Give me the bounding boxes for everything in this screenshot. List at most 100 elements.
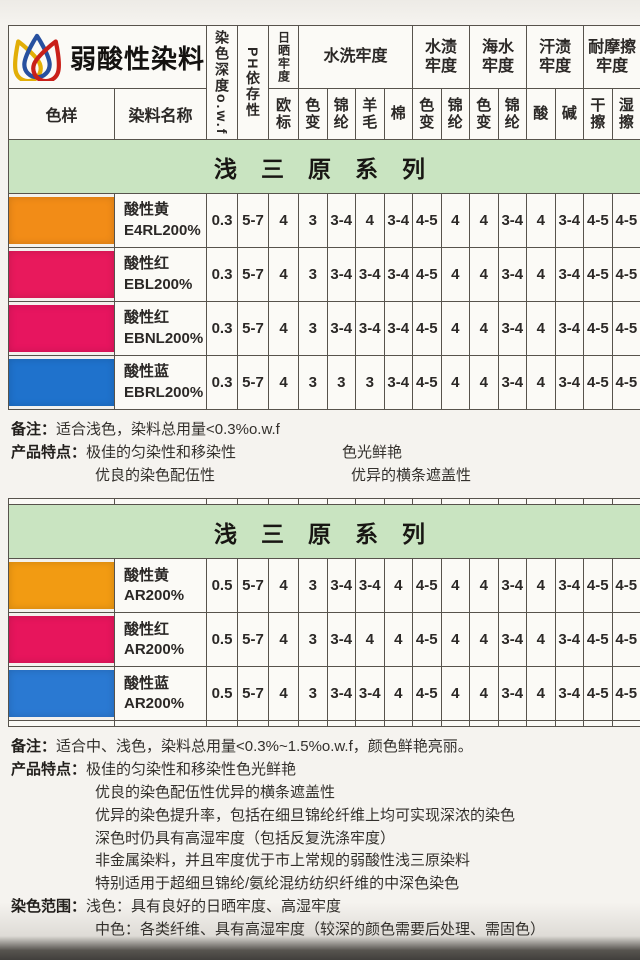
value-cell: 0.3 xyxy=(206,355,239,410)
value-cell: 4-5 xyxy=(583,612,613,668)
value-cell: 4-5 xyxy=(583,558,613,614)
dye-name-cell: 酸性蓝 AR200% xyxy=(114,666,207,722)
brand-title: 弱酸性染料 xyxy=(70,43,206,74)
value-cell: 5-7 xyxy=(237,247,270,302)
value-cell: 3-4 xyxy=(554,355,585,410)
value-cell: 5-7 xyxy=(237,612,269,668)
dye-row-ar-red: 酸性红 AR200% 0.5 5-7 4 3 3-4 4 4 4-5 4 4 3… xyxy=(8,612,640,668)
feature-item: 非金属染料，并且牢度优于市上常规的弱酸性浅三原染料 xyxy=(95,852,471,870)
value-cell: 3 xyxy=(298,612,328,668)
col-header-wash-cotton: 棉 xyxy=(383,88,414,140)
value-cell: 4 xyxy=(526,247,556,302)
value-cell: 4 xyxy=(268,558,299,614)
value-cell: 3-4 xyxy=(497,612,527,668)
color-swatch-cell xyxy=(8,301,115,356)
color-swatch-cell xyxy=(8,355,115,410)
brand-logo: 弱酸性染料 xyxy=(9,33,206,81)
value-cell: 4 xyxy=(383,666,413,722)
col-header-rub-wet: 湿擦 xyxy=(611,88,640,140)
dye-fastness-table-2: 浅三原系列 酸性黄 AR200% 0.5 5-7 4 3 3-4 3-4 4 4… xyxy=(8,498,640,728)
col-header-wash-nylon: 锦纶 xyxy=(326,88,357,140)
features-line: 深色时仍具有高湿牢度（包括反复洗涤牢度） xyxy=(11,828,640,851)
series-banner-1: 浅三原系列 xyxy=(7,139,640,194)
range-item: 中色：各类纤维、具有高湿牢度（较深的颜色需要后处理、需固色） xyxy=(95,920,546,938)
value-cell: 4 xyxy=(268,301,300,356)
features-line-2: 优良的染色配伍性 优异的横条遮盖性 xyxy=(11,465,640,488)
value-cell: 4 xyxy=(268,666,299,722)
col-header-sea-nylon: 锦纶 xyxy=(497,88,528,140)
grid-cell xyxy=(554,720,584,728)
value-cell: 4-5 xyxy=(611,193,640,248)
value-cell: 4 xyxy=(526,558,556,614)
value-cell: 3-4 xyxy=(326,247,357,302)
series-banner-2: 浅三原系列 xyxy=(8,504,640,560)
value-cell: 3-4 xyxy=(554,558,584,614)
dye-name-code: EBL200% xyxy=(124,275,193,293)
value-cell: 4 xyxy=(440,301,471,356)
grid-cell xyxy=(383,720,413,728)
value-cell: 5-7 xyxy=(237,558,269,614)
feature-item: 极佳的匀染性和移染性色光鲜艳 xyxy=(86,761,297,779)
value-cell: 4 xyxy=(355,612,385,668)
dye-name-cell: 酸性黄 AR200% xyxy=(114,558,207,614)
col-header-waterstain-group: 水渍 牢度 xyxy=(412,25,471,89)
droplet-red xyxy=(31,39,61,81)
dye-name-cn: 酸性蓝 xyxy=(124,363,170,381)
dye-name-code: AR200% xyxy=(124,640,185,658)
grid-cell xyxy=(440,720,470,728)
brand-cell: 弱酸性染料 xyxy=(7,25,208,89)
feature-item: 优良的染色配伍性 xyxy=(95,466,216,484)
value-cell: 4-5 xyxy=(583,247,613,302)
value-cell: 3 xyxy=(355,355,385,410)
value-cell: 3-4 xyxy=(497,558,527,614)
dye-row-e4rl: 酸性黄 E4RL200% 0.3 5-7 4 3 3-4 4 3-4 4-5 4… xyxy=(8,193,640,248)
value-cell: 5-7 xyxy=(237,355,270,410)
col-header-sweat-acid: 酸 xyxy=(526,88,556,140)
value-cell: 4 xyxy=(469,666,499,722)
color-swatch-cell xyxy=(8,558,115,614)
col-header-sweat-alkali: 碱 xyxy=(554,88,585,140)
col-header-perspiration-group: 汗渍 牢度 xyxy=(526,25,585,89)
value-cell: 3-4 xyxy=(383,247,414,302)
feature-item: 色光鲜艳 xyxy=(342,443,403,461)
value-cell: 4 xyxy=(440,558,470,614)
color-swatch xyxy=(9,670,114,718)
dye-name-cell: 酸性黄 E4RL200% xyxy=(113,193,208,248)
dye-row-ebnl: 酸性红 EBNL200% 0.3 5-7 4 3 3-4 3-4 3-4 4-5… xyxy=(8,301,640,356)
remark-line: 备注： 适合中、浅色，染料总用量<0.3%~1.5%o.w.f，颜色鲜艳亮丽。 xyxy=(11,736,640,759)
color-swatch-cell xyxy=(8,612,115,668)
col-header-stain-nylon: 锦纶 xyxy=(440,88,471,140)
remark-line: 备注： 适合浅色，染料总用量<0.3%o.w.f xyxy=(11,419,640,442)
dye-row-ebl: 酸性红 EBL200% 0.3 5-7 4 3 3-4 3-4 3-4 4-5 … xyxy=(8,247,640,302)
value-cell: 4-5 xyxy=(583,193,613,248)
header-row-subs: 色样 染料名称 欧标 色变 锦纶 羊毛 棉 色变 锦纶 色变 锦纶 酸 碱 干擦… xyxy=(8,88,640,140)
col-header-seawater-group: 海水 牢度 xyxy=(469,25,528,89)
header-row-groups: 弱酸性染料 染色深度o.w.f PH依存性 日晒牢度 水洗牢度 水渍 牢度 海水… xyxy=(7,25,640,140)
features-line: 特别适用于超细旦锦纶/氨纶混纺纺织纤维的中深色染色 xyxy=(11,873,640,896)
feature-item: 深色时仍具有高湿牢度（包括反复洗涤牢度） xyxy=(95,829,396,847)
value-cell: 4-5 xyxy=(611,612,640,668)
feature-item: 优异的横条遮盖性 xyxy=(351,466,472,484)
value-cell: 3-4 xyxy=(554,247,585,302)
col-header-rub-dry: 干擦 xyxy=(583,88,613,140)
col-header-depth: 染色深度o.w.f xyxy=(206,25,239,140)
remark-text: 适合中、浅色，染料总用量<0.3%~1.5%o.w.f，颜色鲜艳亮丽。 xyxy=(56,738,473,756)
value-cell: 3-4 xyxy=(355,247,385,302)
value-cell: 4 xyxy=(526,193,556,248)
notes-section-1: 备注： 适合浅色，染料总用量<0.3%o.w.f 产品特点： 极佳的匀染性和移染… xyxy=(11,419,640,487)
remark-label: 备注： xyxy=(11,738,57,756)
remark-text: 适合浅色，染料总用量<0.3%o.w.f xyxy=(56,421,280,438)
dye-name-cell: 酸性蓝 EBRL200% xyxy=(113,355,208,410)
col-header-rubbing-group: 耐摩擦 牢度 xyxy=(583,25,640,89)
value-cell: 4-5 xyxy=(611,558,640,614)
value-cell: 4 xyxy=(469,247,499,302)
value-cell: 4 xyxy=(469,193,499,248)
grid-cell xyxy=(206,720,238,728)
value-cell: 4 xyxy=(268,612,299,668)
feature-item: 特别适用于超细旦锦纶/氨纶混纺纺织纤维的中深色染色 xyxy=(95,875,460,893)
dye-fastness-table-1: 弱酸性染料 染色深度o.w.f PH依存性 日晒牢度 水洗牢度 水渍 牢度 海水… xyxy=(7,25,640,410)
value-cell: 3-4 xyxy=(383,301,414,356)
value-cell: 4 xyxy=(383,612,413,668)
value-cell: 4 xyxy=(469,355,499,410)
